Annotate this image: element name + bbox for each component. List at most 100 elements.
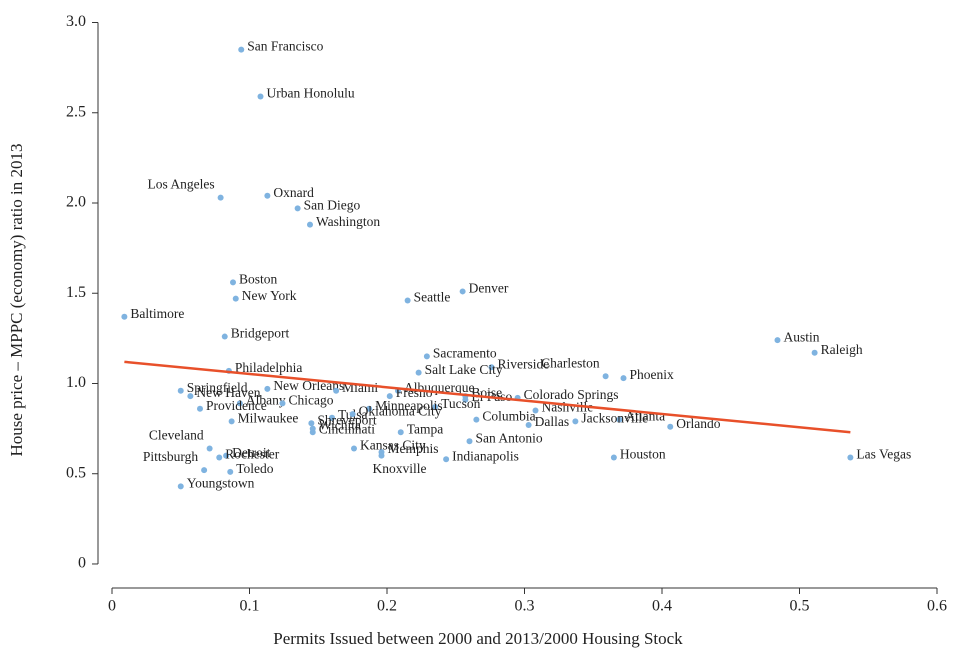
point-label: Providence	[206, 398, 267, 413]
point-label: New Haven	[196, 385, 260, 400]
point-label: Indianapolis	[452, 448, 519, 463]
point	[462, 396, 469, 403]
point	[177, 483, 184, 490]
point	[378, 452, 385, 459]
point-label: Seattle	[414, 290, 451, 305]
point-label: Riverside	[498, 356, 550, 371]
point	[811, 349, 818, 356]
point	[221, 333, 228, 340]
point-label: Houston	[620, 447, 666, 462]
point	[264, 385, 271, 392]
y-tick-label: 2.0	[66, 194, 86, 211]
point	[333, 387, 340, 394]
point-label: Knoxville	[373, 461, 427, 476]
point-label: Salt Lake City	[425, 362, 503, 377]
point	[667, 423, 674, 430]
point	[847, 454, 854, 461]
point	[308, 420, 315, 427]
point-label: Toledo	[236, 461, 274, 476]
point-label: Minneapolis	[375, 398, 443, 413]
point	[307, 221, 313, 228]
point-label: Youngstown	[187, 475, 255, 490]
y-tick-label: 1.0	[66, 374, 86, 391]
y-tick-label: 0	[78, 555, 86, 572]
point-label: San Antonio	[476, 430, 543, 445]
point	[264, 192, 271, 199]
point-label: Wichita	[319, 418, 361, 433]
x-tick-label: 0.1	[240, 598, 260, 615]
point	[197, 405, 203, 412]
point-label: Phoenix	[630, 367, 675, 382]
point-label: Detroit	[232, 445, 270, 460]
point-label: San Francisco	[247, 39, 323, 54]
point	[366, 405, 373, 412]
point-label: Miami	[342, 380, 378, 395]
point-label: Baltimore	[130, 306, 184, 321]
point-label: Rochester	[225, 447, 279, 462]
x-tick-label: 0.4	[652, 598, 672, 615]
point	[294, 205, 301, 212]
point	[610, 454, 617, 461]
point	[177, 387, 184, 394]
point	[187, 393, 194, 400]
x-tick-label: 0.6	[927, 598, 947, 615]
point	[572, 418, 579, 425]
point	[466, 438, 473, 445]
point	[774, 337, 781, 344]
point	[525, 421, 532, 428]
point-label: Austin	[784, 329, 820, 344]
y-tick-label: 1.5	[66, 284, 86, 301]
point-label: Washington	[316, 214, 380, 229]
point-label: Jacksonville	[581, 410, 648, 425]
point	[230, 279, 236, 286]
point-label: Urban Honolulu	[267, 86, 355, 101]
point	[404, 297, 411, 304]
point-label: Milwaukee	[238, 410, 299, 425]
point	[236, 400, 243, 407]
point-label: Albany	[246, 392, 286, 407]
point	[217, 194, 224, 201]
point	[488, 364, 495, 371]
point	[423, 353, 430, 360]
point	[201, 467, 208, 474]
y-axis-title: House price – MPPC (economy) ratio in 20…	[7, 143, 26, 456]
point-label: Philadelphia	[235, 360, 303, 375]
point-label: Springfield	[187, 380, 248, 395]
point-label: Los Angeles	[148, 177, 215, 192]
point-label: Raleigh	[821, 342, 863, 357]
point	[532, 407, 539, 414]
point-label: Pittsburgh	[143, 449, 199, 464]
y-tick-label: 0.5	[66, 464, 86, 481]
point-label: Bridgeport	[231, 326, 290, 341]
point	[386, 393, 393, 400]
point-label: Columbia	[482, 409, 535, 424]
fit-line	[124, 360, 851, 434]
point-label: San Diego	[304, 198, 361, 213]
point	[279, 400, 286, 407]
point	[309, 425, 316, 432]
x-tick-label: 0	[108, 598, 116, 615]
point	[238, 46, 245, 53]
y-tick-label: 2.5	[66, 103, 86, 120]
point-label: Oklahoma City	[359, 403, 442, 418]
point	[473, 416, 480, 423]
point-label: Shreveport	[317, 412, 376, 427]
point	[216, 454, 223, 461]
point	[415, 369, 422, 376]
point	[329, 414, 335, 421]
point-label: Denver	[469, 281, 509, 296]
point-label: Tucson	[441, 396, 481, 411]
point	[397, 429, 404, 436]
point-label: Memphis	[388, 441, 439, 456]
x-tick-label: 0.5	[790, 598, 810, 615]
point-label: Las Vegas	[856, 447, 911, 462]
point-label: Sacramento	[433, 346, 497, 361]
point-label: Colorado Springs	[524, 387, 619, 402]
point	[351, 445, 357, 452]
point	[232, 295, 239, 302]
point-label: Cincinnati	[319, 421, 375, 436]
x-tick-label: 0.2	[377, 598, 397, 615]
y-tick-label: 3.0	[66, 13, 86, 30]
point-label: Tampa	[407, 421, 444, 436]
point-label: Kansas City	[360, 438, 426, 453]
